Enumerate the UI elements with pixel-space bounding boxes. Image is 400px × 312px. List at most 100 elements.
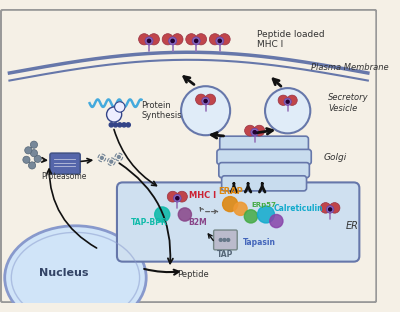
FancyArrowPatch shape: [260, 183, 265, 192]
Circle shape: [222, 197, 238, 212]
Circle shape: [209, 34, 220, 45]
Circle shape: [320, 202, 331, 213]
Circle shape: [122, 123, 126, 127]
FancyBboxPatch shape: [222, 176, 306, 191]
Circle shape: [329, 208, 332, 211]
Circle shape: [148, 34, 160, 45]
Circle shape: [204, 100, 207, 103]
FancyBboxPatch shape: [217, 149, 311, 164]
Circle shape: [148, 39, 151, 42]
Circle shape: [195, 34, 207, 45]
Text: Calreticulin: Calreticulin: [274, 204, 323, 213]
Circle shape: [172, 34, 183, 45]
Text: ERAP: ERAP: [218, 187, 242, 196]
Text: ERp57: ERp57: [251, 202, 276, 208]
Text: Nucleus: Nucleus: [39, 268, 89, 278]
Circle shape: [118, 123, 122, 127]
Circle shape: [109, 123, 113, 127]
Text: Tapasin: Tapasin: [243, 238, 276, 247]
FancyArrowPatch shape: [212, 133, 224, 138]
Text: B2M: B2M: [189, 218, 207, 227]
Circle shape: [167, 191, 178, 202]
Text: Secretory
Vesicle: Secretory Vesicle: [328, 94, 369, 113]
FancyArrowPatch shape: [231, 183, 237, 192]
Text: Protein
Synthesis: Protein Synthesis: [142, 101, 182, 120]
Circle shape: [126, 123, 130, 127]
Circle shape: [218, 39, 221, 42]
Circle shape: [100, 157, 103, 159]
Circle shape: [219, 239, 222, 241]
FancyArrowPatch shape: [200, 207, 203, 211]
Circle shape: [178, 208, 192, 221]
Circle shape: [174, 194, 181, 202]
FancyArrowPatch shape: [273, 79, 281, 86]
Circle shape: [192, 37, 200, 45]
FancyBboxPatch shape: [117, 183, 359, 262]
Circle shape: [110, 160, 113, 163]
Circle shape: [171, 39, 174, 42]
Circle shape: [287, 95, 297, 105]
Circle shape: [23, 156, 30, 163]
FancyArrowPatch shape: [256, 129, 272, 134]
FancyBboxPatch shape: [214, 230, 237, 250]
Circle shape: [326, 206, 334, 213]
Circle shape: [234, 202, 247, 215]
Circle shape: [114, 102, 125, 112]
Circle shape: [139, 34, 150, 45]
Circle shape: [181, 86, 230, 135]
Text: Proteasome: Proteasome: [42, 172, 87, 181]
Ellipse shape: [5, 226, 146, 312]
Circle shape: [168, 37, 177, 45]
Circle shape: [245, 125, 256, 136]
Circle shape: [176, 197, 179, 200]
Circle shape: [202, 97, 210, 105]
Circle shape: [253, 131, 256, 134]
FancyArrowPatch shape: [245, 183, 251, 192]
Circle shape: [329, 202, 340, 213]
FancyArrowPatch shape: [206, 210, 218, 213]
Circle shape: [278, 95, 288, 105]
Text: TAP-BPR: TAP-BPR: [131, 218, 167, 227]
Text: TAP: TAP: [217, 250, 234, 259]
FancyArrowPatch shape: [208, 234, 213, 241]
Circle shape: [223, 239, 226, 241]
Circle shape: [30, 141, 38, 148]
Circle shape: [106, 107, 122, 122]
Circle shape: [286, 100, 289, 103]
FancyArrowPatch shape: [144, 269, 179, 275]
Circle shape: [145, 37, 153, 45]
Text: Plasma Membrane: Plasma Membrane: [311, 63, 389, 72]
FancyArrowPatch shape: [47, 169, 97, 248]
Circle shape: [251, 128, 258, 136]
Circle shape: [219, 34, 230, 45]
Circle shape: [216, 37, 224, 45]
Circle shape: [194, 39, 198, 42]
Circle shape: [114, 123, 118, 127]
Circle shape: [227, 239, 230, 241]
Circle shape: [176, 191, 187, 202]
Circle shape: [270, 214, 283, 228]
Circle shape: [205, 94, 216, 105]
Circle shape: [118, 155, 120, 158]
Circle shape: [265, 88, 310, 133]
Text: Golgi: Golgi: [324, 154, 347, 162]
FancyBboxPatch shape: [220, 136, 308, 151]
FancyArrowPatch shape: [119, 163, 173, 263]
Circle shape: [244, 210, 258, 223]
Circle shape: [258, 206, 274, 223]
Circle shape: [155, 207, 170, 222]
Circle shape: [162, 34, 174, 45]
FancyArrowPatch shape: [184, 77, 194, 85]
FancyArrowPatch shape: [81, 158, 92, 163]
Circle shape: [284, 98, 291, 105]
Text: Peptide loaded
MHC I: Peptide loaded MHC I: [256, 30, 324, 49]
FancyArrowPatch shape: [42, 158, 46, 162]
FancyBboxPatch shape: [219, 163, 309, 178]
FancyBboxPatch shape: [1, 10, 376, 302]
Text: ER: ER: [346, 221, 358, 231]
Circle shape: [34, 155, 41, 163]
Circle shape: [186, 34, 197, 45]
Circle shape: [25, 147, 32, 154]
Circle shape: [196, 94, 206, 105]
Circle shape: [28, 162, 36, 169]
